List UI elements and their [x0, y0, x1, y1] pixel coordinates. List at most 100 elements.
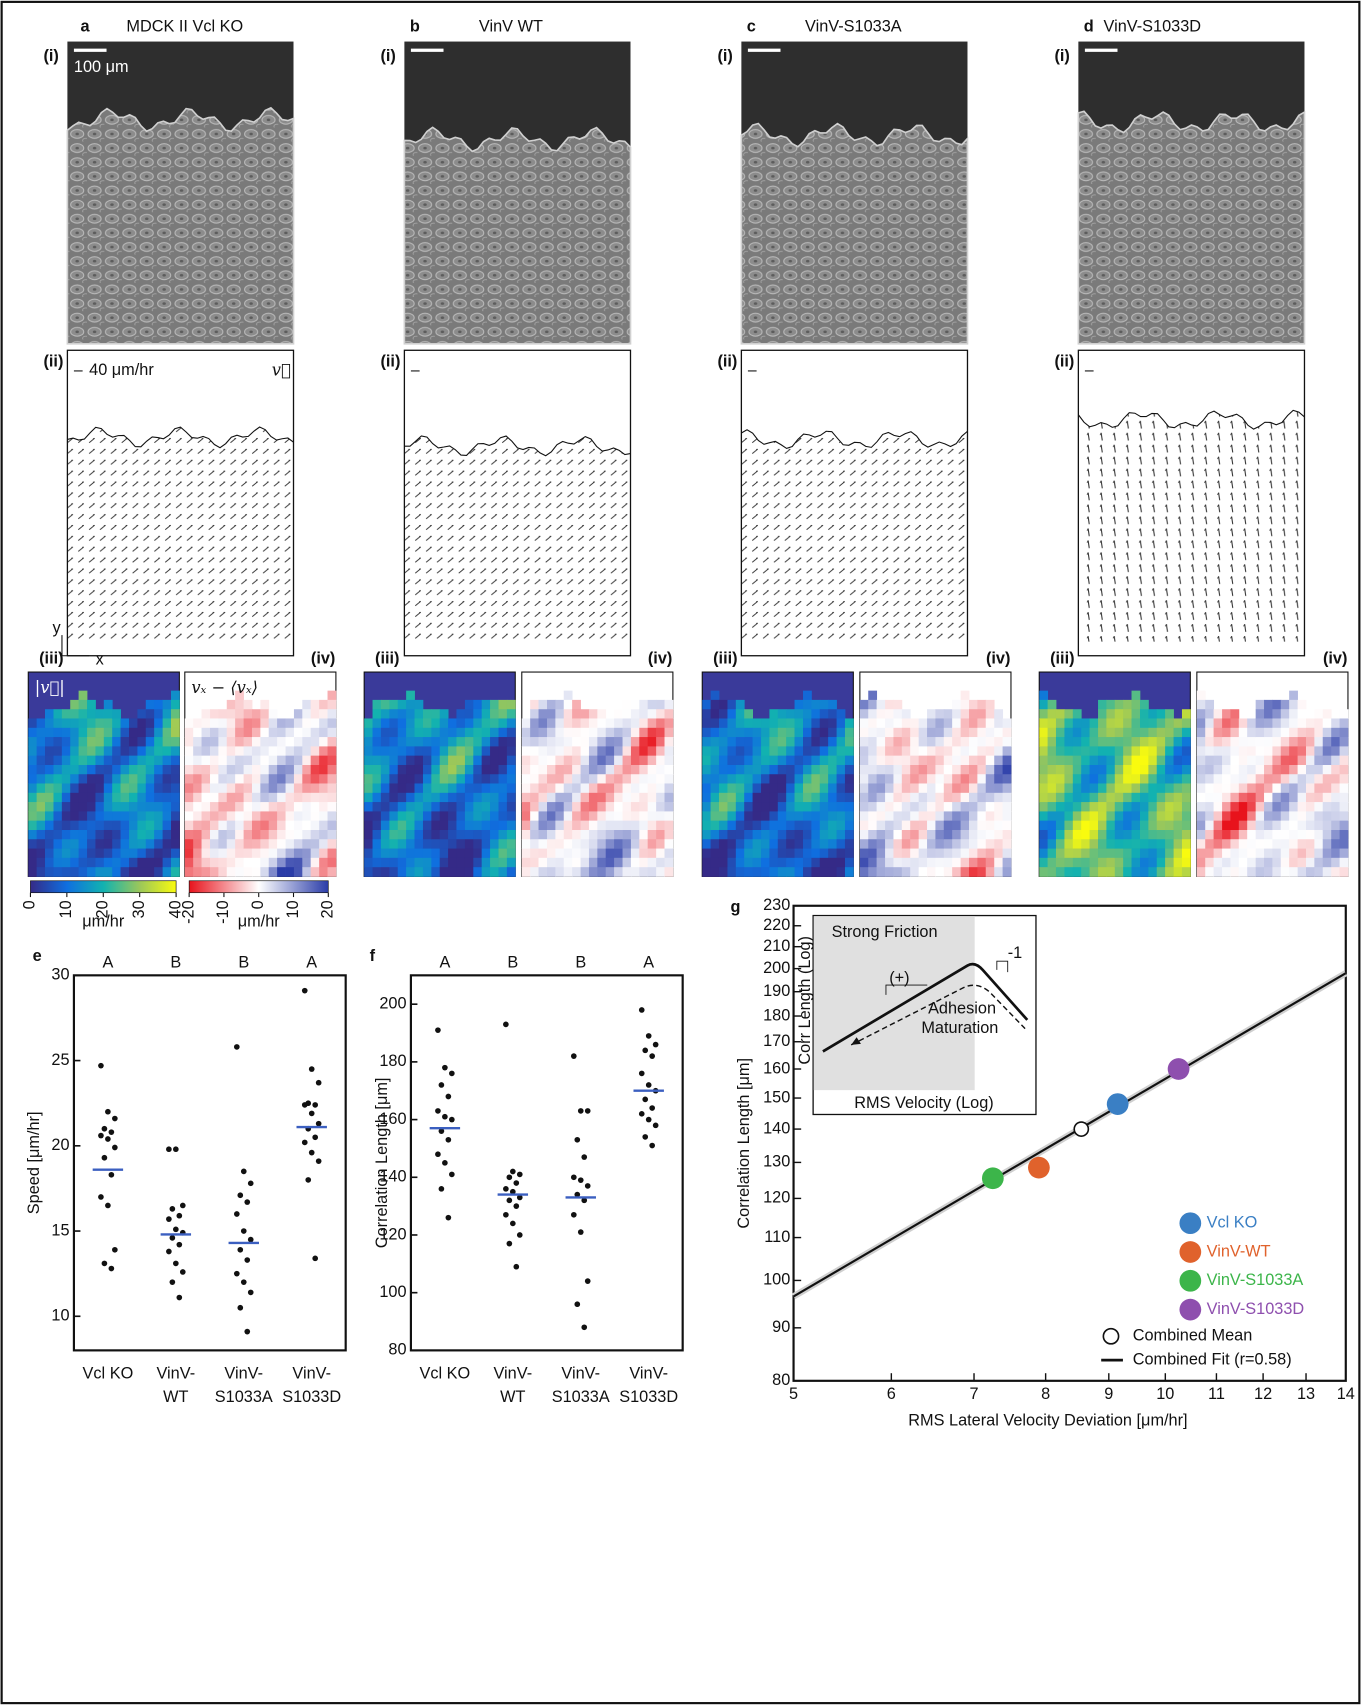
deviation-cell — [656, 821, 665, 831]
deviation-cell — [623, 793, 632, 803]
speed-cell — [154, 783, 163, 793]
x-tick-label: 12 — [1254, 1385, 1272, 1403]
speed-cell — [1064, 849, 1073, 859]
speed-cell — [163, 709, 172, 719]
speed-cell — [719, 867, 728, 877]
speed-cell — [112, 765, 121, 775]
deviation-cell — [944, 737, 953, 747]
deviation-cell — [1214, 830, 1223, 840]
data-point — [309, 1066, 315, 1072]
deviation-cell — [631, 867, 640, 877]
deviation-cell — [885, 793, 894, 803]
deviation-cell — [277, 802, 286, 812]
deviation-cell — [328, 830, 337, 840]
deviation-cell — [994, 867, 1003, 877]
deviation-cell — [1256, 728, 1265, 738]
speed-cell — [1048, 728, 1057, 738]
speed-cell — [711, 793, 720, 803]
y-tick-label: 200 — [763, 959, 790, 977]
deviation-cell — [656, 765, 665, 775]
panel-letter: a — [80, 18, 90, 36]
speed-cell — [499, 774, 508, 784]
deviation-cell — [1205, 756, 1214, 766]
deviation-cell — [286, 774, 295, 784]
deviation-cell — [227, 756, 236, 766]
deviation-cell — [1256, 858, 1265, 868]
speed-cell — [137, 774, 146, 784]
deviation-cell — [227, 700, 236, 710]
deviation-cell — [269, 793, 278, 803]
deviation-cell — [631, 849, 640, 859]
speed-cell — [171, 700, 180, 710]
deviation-cell — [902, 821, 911, 831]
deviation-cell — [277, 811, 286, 821]
speed-cell — [62, 765, 71, 775]
speed-cell — [702, 830, 711, 840]
deviation-cell — [1298, 821, 1307, 831]
speed-cell — [389, 765, 398, 775]
deviation-cell — [539, 718, 548, 728]
deviation-cell — [328, 728, 337, 738]
speed-cell — [828, 728, 837, 738]
speed-cell — [1148, 858, 1157, 868]
deviation-cell — [319, 783, 328, 793]
speed-cell — [499, 839, 508, 849]
speed-cell — [1165, 718, 1174, 728]
speed-cell — [70, 849, 79, 859]
speed-cell — [1182, 802, 1191, 812]
deviation-cell — [277, 858, 286, 868]
deviation-cell — [910, 756, 919, 766]
speed-cell — [711, 774, 720, 784]
deviation-cell — [210, 802, 219, 812]
deviation-cell — [1222, 765, 1231, 775]
deviation-cell — [623, 746, 632, 756]
speed-cell — [163, 830, 172, 840]
speed-cell — [389, 700, 398, 710]
speed-cell — [1081, 858, 1090, 868]
speed-cell — [845, 821, 854, 831]
deviation-cell — [639, 737, 648, 747]
speed-cell — [431, 839, 440, 849]
deviation-cell — [1230, 802, 1239, 812]
speed-cell — [1165, 793, 1174, 803]
deviation-cell — [1264, 793, 1273, 803]
deviation-cell — [614, 821, 623, 831]
speed-cell — [473, 728, 482, 738]
speed-cell — [507, 746, 516, 756]
deviation-cell — [877, 709, 886, 719]
speed-cell — [112, 839, 121, 849]
deviation-cell — [235, 700, 244, 710]
plot-frame — [74, 975, 346, 1350]
colorbar-tick-label: 0 — [21, 900, 39, 909]
speed-cell — [70, 793, 79, 803]
speed-cell — [1123, 728, 1132, 738]
data-point — [513, 1264, 519, 1270]
deviation-cell — [1314, 821, 1323, 831]
deviation-cell — [1272, 867, 1281, 877]
inset-annotation: Maturation — [921, 1019, 998, 1037]
speed-cell — [163, 718, 172, 728]
speed-cell — [761, 728, 770, 738]
deviation-cell — [606, 802, 615, 812]
deviation-cell — [656, 867, 665, 877]
speed-cell — [373, 774, 382, 784]
deviation-cell — [606, 793, 615, 803]
legend-swatch — [1179, 1270, 1201, 1292]
deviation-cell — [1272, 765, 1281, 775]
speed-cell — [87, 718, 96, 728]
speed-cell — [1157, 839, 1166, 849]
deviation-cell — [648, 793, 657, 803]
y-tick-label: 210 — [763, 937, 790, 955]
deviation-cell — [885, 858, 894, 868]
speed-cell — [364, 756, 373, 766]
deviation-cell — [260, 709, 269, 719]
data-point — [109, 1172, 115, 1178]
deviation-cell — [1256, 783, 1265, 793]
data-point — [166, 1146, 172, 1152]
deviation-cell — [210, 746, 219, 756]
deviation-cell — [227, 793, 236, 803]
speed-cell — [53, 858, 62, 868]
deviation-cell — [977, 830, 986, 840]
speed-cell — [163, 867, 172, 877]
deviation-cell — [902, 830, 911, 840]
